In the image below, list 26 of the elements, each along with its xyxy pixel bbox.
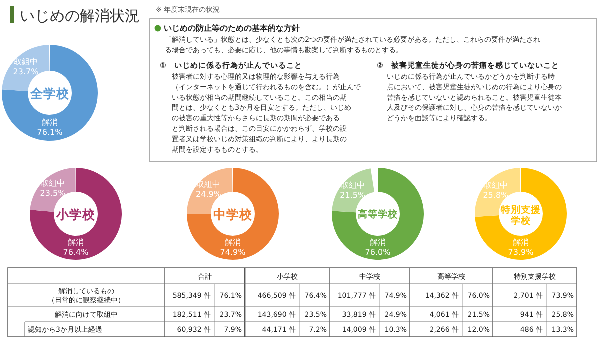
text: 小学校: [56, 206, 96, 222]
data-label: 23.7%: [13, 68, 40, 77]
slice-label: 解消: [68, 238, 84, 247]
slice-label: 解消: [225, 238, 241, 247]
data-label: 76.4%: [63, 248, 90, 257]
data-label: 25.8%: [483, 191, 510, 200]
data-label: 21.5%: [340, 191, 366, 200]
data-label: 74.9%: [220, 248, 246, 257]
donut-slice: [2, 45, 98, 141]
slice-label: 解消: [42, 118, 58, 127]
data-label: 73.9%: [508, 248, 534, 257]
data-label: 76.0%: [365, 248, 392, 257]
text: いじめの解消状況: [20, 7, 140, 25]
slice-label: 解消: [513, 238, 529, 247]
donut-slice: [187, 168, 279, 260]
donut-slice: [30, 168, 122, 260]
data-label: 76.1%: [37, 128, 64, 137]
text: 全学校: [30, 86, 70, 101]
text: 特別支援学校: [500, 204, 541, 227]
donut-slice: [475, 168, 567, 260]
data-label: 24.9%: [196, 190, 222, 200]
donut-slice: [332, 168, 424, 260]
text: 高等学校: [358, 208, 399, 221]
slice-label: 解消: [370, 238, 386, 247]
data-label: 23.5%: [40, 188, 66, 198]
text: 中学校: [214, 206, 254, 222]
